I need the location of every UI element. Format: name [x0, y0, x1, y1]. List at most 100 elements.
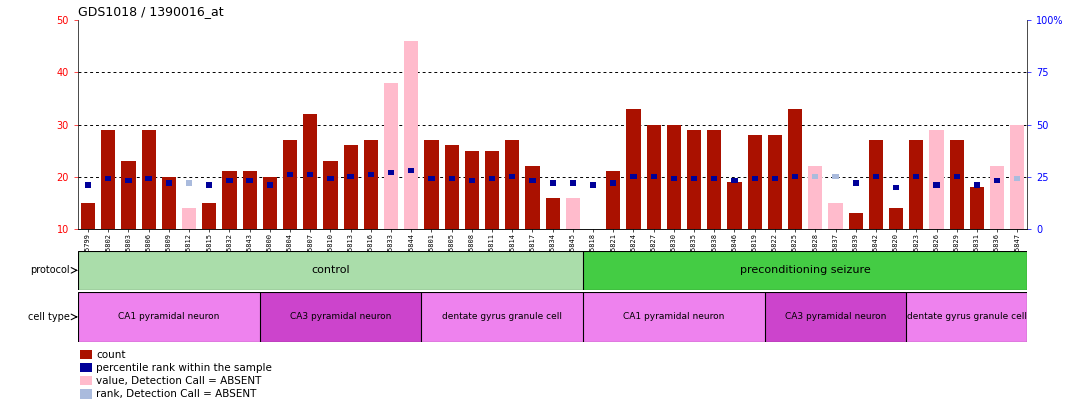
Bar [344, 145, 358, 229]
Bar [546, 198, 560, 229]
Bar [84, 182, 91, 188]
Bar [748, 135, 761, 229]
Text: percentile rank within the sample: percentile rank within the sample [96, 363, 272, 373]
Bar [949, 140, 963, 229]
Bar [1010, 124, 1024, 229]
Bar [469, 178, 475, 183]
Bar [428, 176, 435, 181]
Bar [182, 208, 197, 229]
Bar [226, 178, 233, 183]
Bar [142, 130, 156, 229]
Bar [388, 170, 394, 175]
Bar [687, 130, 702, 229]
Bar [364, 140, 378, 229]
Bar [550, 180, 555, 185]
Bar [586, 229, 600, 234]
Bar [101, 130, 115, 229]
Bar [206, 182, 213, 188]
Bar [222, 171, 236, 229]
Bar [408, 168, 414, 173]
Text: CA1 pyramidal neuron: CA1 pyramidal neuron [119, 312, 220, 322]
Bar [732, 178, 738, 183]
Bar [907, 292, 1027, 342]
Bar [808, 166, 822, 229]
Bar [263, 177, 277, 229]
Bar [283, 140, 297, 229]
Bar [367, 172, 374, 177]
Bar [105, 176, 111, 181]
Bar [267, 182, 273, 188]
Bar [80, 389, 93, 399]
Bar [671, 176, 677, 181]
Bar [627, 109, 641, 229]
Bar [303, 114, 317, 229]
Bar [347, 174, 354, 179]
Bar [929, 130, 944, 229]
Text: control: control [311, 265, 350, 275]
Text: dentate gyrus granule cell: dentate gyrus granule cell [907, 312, 1026, 322]
Text: cell type: cell type [28, 312, 69, 322]
Bar [974, 182, 980, 188]
Bar [630, 174, 637, 179]
Bar [832, 174, 838, 179]
Text: preconditioning seizure: preconditioning seizure [740, 265, 870, 275]
Bar [752, 176, 758, 181]
Text: dentate gyrus granule cell: dentate gyrus granule cell [442, 312, 562, 322]
Bar [590, 182, 596, 188]
Bar [122, 161, 136, 229]
Bar [80, 350, 93, 359]
Bar [1015, 176, 1021, 181]
Bar [765, 292, 907, 342]
Bar [260, 292, 422, 342]
Bar [80, 363, 93, 372]
Bar [161, 177, 176, 229]
Bar [772, 176, 779, 181]
Bar [125, 178, 131, 183]
Text: CA3 pyramidal neuron: CA3 pyramidal neuron [289, 312, 391, 322]
Bar [327, 176, 333, 181]
Bar [607, 171, 621, 229]
Bar [80, 376, 93, 386]
Bar [990, 166, 1004, 229]
Bar [166, 180, 172, 185]
Bar [893, 185, 899, 190]
Bar [308, 172, 314, 177]
Bar [465, 151, 478, 229]
Bar [610, 180, 616, 185]
Bar [444, 145, 459, 229]
Text: CA1 pyramidal neuron: CA1 pyramidal neuron [624, 312, 724, 322]
Bar [889, 208, 904, 229]
Bar [186, 180, 192, 185]
Bar [489, 176, 496, 181]
Bar [242, 171, 256, 229]
Bar [933, 182, 940, 188]
Bar [247, 178, 253, 183]
Text: count: count [96, 350, 126, 360]
Bar [791, 174, 798, 179]
Bar [202, 203, 217, 229]
Bar [768, 135, 782, 229]
Bar [81, 203, 95, 229]
Bar [404, 41, 419, 229]
Bar [711, 176, 718, 181]
Bar [569, 180, 576, 185]
Bar [873, 174, 879, 179]
Bar [970, 187, 984, 229]
Text: value, Detection Call = ABSENT: value, Detection Call = ABSENT [96, 376, 262, 386]
Bar [449, 176, 455, 181]
Bar [384, 83, 398, 229]
Bar [583, 251, 1027, 290]
Bar [424, 140, 439, 229]
Bar [78, 251, 583, 290]
Bar [646, 124, 661, 229]
Bar [145, 176, 152, 181]
Bar [691, 176, 697, 181]
Bar [994, 178, 1001, 183]
Bar [566, 198, 580, 229]
Text: rank, Detection Call = ABSENT: rank, Detection Call = ABSENT [96, 389, 256, 399]
Bar [287, 172, 294, 177]
Bar [707, 130, 721, 229]
Bar [829, 203, 843, 229]
Text: GDS1018 / 1390016_at: GDS1018 / 1390016_at [78, 5, 223, 18]
Bar [422, 292, 583, 342]
